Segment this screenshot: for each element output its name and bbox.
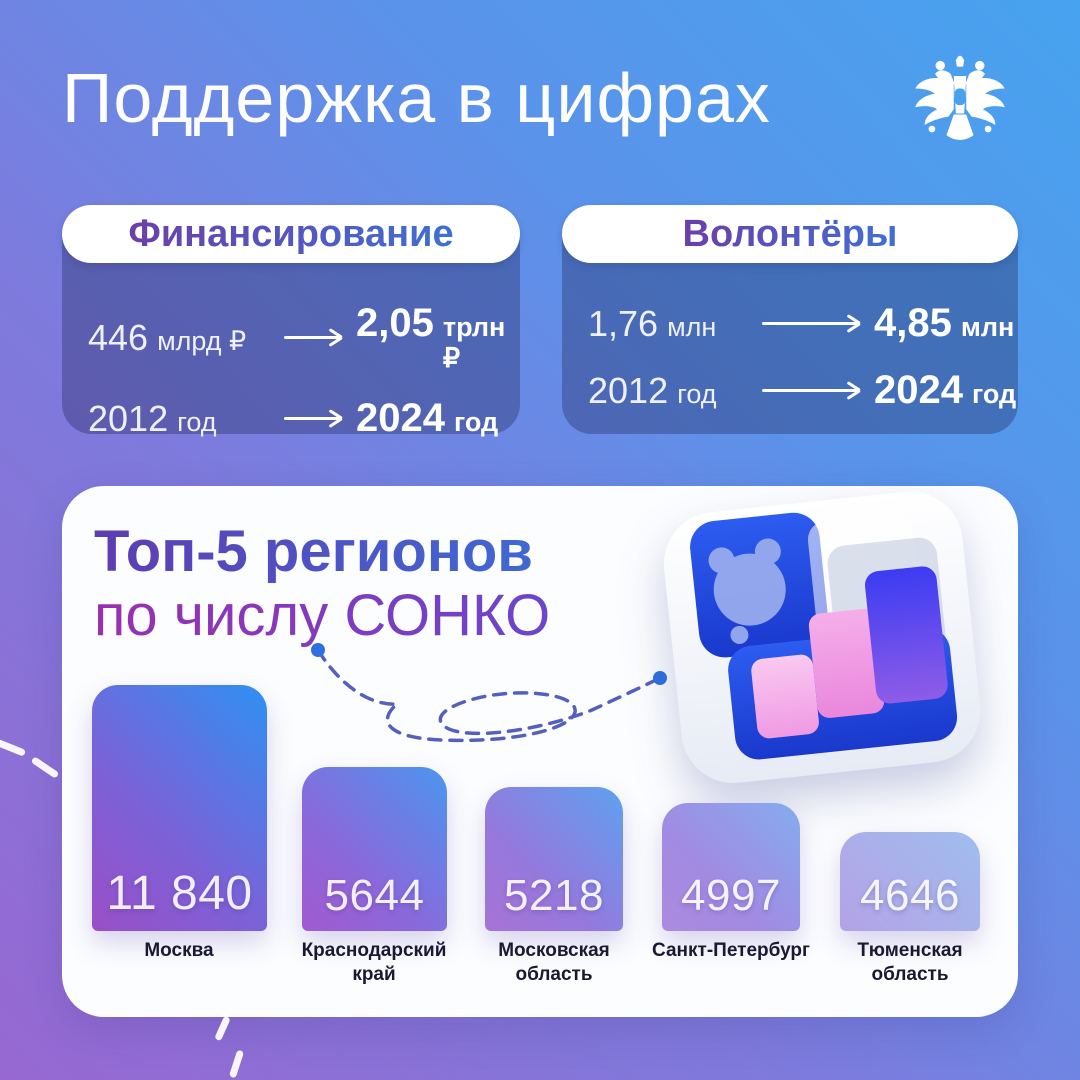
sparkle-icon	[0, 738, 27, 757]
stat-card-volunteers: Волонтёры 1,76 млн 4,85 млн 2012 год	[562, 205, 1018, 434]
bar-label: Краснодарский край	[301, 940, 447, 985]
bar-label: Тюменская область	[857, 940, 963, 985]
chart-title-line1: Топ-5 регионов	[94, 520, 550, 584]
chart-bar-krasnodar: 5644	[302, 767, 447, 931]
sparkle-icon	[228, 1049, 245, 1079]
russia-coat-of-arms-icon	[908, 50, 1012, 154]
page-title: Поддержка в цифрах	[62, 59, 771, 137]
bear-icon	[708, 538, 786, 644]
chart-bar-tyumen: 4646	[840, 832, 980, 931]
stat-from-value: 2012 год	[588, 369, 717, 411]
stat-from-value: 1,76 млн	[588, 302, 717, 344]
stat-row: 446 млрд ₽ 2,05 трлн ₽	[88, 301, 505, 374]
stat-card-volunteers-header: Волонтёры	[562, 205, 1018, 263]
stat-to-value: 4,85 млн	[874, 301, 1015, 345]
stat-from-value: 2012 год	[88, 397, 217, 439]
chart-bar-moscow: 11 840	[92, 685, 267, 931]
bar-value: 4997	[681, 871, 781, 920]
stat-row: 2012 год 2024 год	[88, 396, 498, 441]
bar-value: 5644	[324, 871, 425, 920]
bar-label: Санкт-Петербург	[652, 940, 810, 961]
arrow-right-icon	[762, 389, 858, 392]
stat-to-value: 2024 год	[874, 368, 1017, 412]
chart-title: Топ-5 регионов по числу СОНКО	[94, 520, 550, 648]
stat-to-value: 2024 год	[356, 396, 499, 440]
chart-bar-saint-petersburg: 4997	[662, 803, 800, 931]
stat-card-title: Финансирование	[128, 212, 454, 255]
bar-label: Москва	[144, 940, 214, 961]
stat-row: 1,76 млн 4,85 млн	[588, 301, 1014, 346]
chart-bar-moscow-oblast: 5218	[485, 787, 623, 931]
squiggle-dashed-arrow-icon	[311, 643, 667, 743]
stat-from-value: 446 млрд ₽	[88, 316, 247, 358]
bar-value: 5218	[504, 871, 604, 920]
arrow-right-icon	[284, 336, 340, 339]
bar-chart-3d-icon	[617, 486, 1037, 816]
arrow-right-icon	[284, 417, 340, 420]
stat-row: 2012 год 2024 год	[588, 368, 1016, 413]
stat-card-title: Волонтёры	[682, 212, 898, 255]
stat-card-financing: Финансирование 446 млрд ₽ 2,05 трлн ₽ 20…	[62, 205, 520, 440]
stat-to-value: 2,05 трлн ₽	[356, 301, 506, 373]
chart-title-line2: по числу СОНКО	[94, 582, 551, 648]
sparkle-icon	[30, 756, 60, 779]
arrow-right-icon	[762, 322, 858, 325]
bar-value: 11 840	[106, 867, 253, 920]
stat-card-financing-header: Финансирование	[62, 205, 520, 263]
chart-card-top5-regions: Топ-5 регионов по числу СОНКО	[62, 486, 1018, 1017]
sparkle-icon	[214, 1015, 231, 1042]
bar-label: Московская область	[498, 940, 610, 985]
bar-value: 4646	[860, 871, 960, 920]
